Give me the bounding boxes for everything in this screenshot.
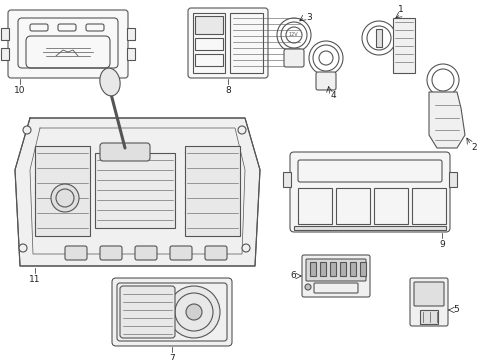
Bar xyxy=(310,262,316,276)
Ellipse shape xyxy=(100,68,120,96)
Bar xyxy=(185,146,240,236)
Circle shape xyxy=(238,126,246,134)
Bar xyxy=(283,172,291,187)
Circle shape xyxy=(242,244,250,252)
Bar xyxy=(420,310,438,324)
Bar xyxy=(350,262,356,276)
Text: 12V: 12V xyxy=(288,32,298,37)
Bar xyxy=(35,146,90,236)
FancyBboxPatch shape xyxy=(302,255,370,297)
Circle shape xyxy=(51,184,79,212)
Text: 3: 3 xyxy=(306,13,312,22)
FancyBboxPatch shape xyxy=(100,143,150,161)
FancyBboxPatch shape xyxy=(112,278,232,346)
Polygon shape xyxy=(15,118,260,266)
Bar xyxy=(412,188,446,224)
FancyBboxPatch shape xyxy=(306,259,366,281)
Text: 11: 11 xyxy=(29,275,41,284)
Bar xyxy=(298,188,332,224)
FancyBboxPatch shape xyxy=(120,286,175,338)
Text: 8: 8 xyxy=(225,86,231,95)
Text: 7: 7 xyxy=(169,354,175,360)
Text: 2: 2 xyxy=(471,144,477,153)
Bar xyxy=(195,16,223,34)
FancyBboxPatch shape xyxy=(316,72,336,90)
Bar xyxy=(374,188,408,224)
Bar xyxy=(320,262,326,276)
Circle shape xyxy=(186,304,202,320)
FancyBboxPatch shape xyxy=(290,152,450,232)
Bar xyxy=(340,262,346,276)
FancyBboxPatch shape xyxy=(100,246,122,260)
FancyBboxPatch shape xyxy=(410,278,448,326)
Bar xyxy=(193,13,225,73)
Text: 1: 1 xyxy=(398,5,404,14)
Bar xyxy=(1,28,9,40)
FancyBboxPatch shape xyxy=(188,8,268,78)
Circle shape xyxy=(305,284,311,290)
FancyBboxPatch shape xyxy=(205,246,227,260)
Text: 6: 6 xyxy=(290,271,296,280)
Bar xyxy=(127,48,135,60)
FancyBboxPatch shape xyxy=(414,282,444,306)
FancyBboxPatch shape xyxy=(284,49,304,67)
Bar xyxy=(393,18,415,73)
Bar xyxy=(230,13,263,73)
Text: 10: 10 xyxy=(14,86,26,95)
FancyBboxPatch shape xyxy=(135,246,157,260)
FancyBboxPatch shape xyxy=(8,10,128,78)
Bar xyxy=(195,54,223,66)
Bar xyxy=(449,172,457,187)
Bar xyxy=(95,153,175,228)
FancyBboxPatch shape xyxy=(170,246,192,260)
Bar xyxy=(195,38,223,50)
Bar xyxy=(360,262,366,276)
Polygon shape xyxy=(429,92,465,148)
Circle shape xyxy=(19,244,27,252)
Bar xyxy=(1,48,9,60)
Circle shape xyxy=(168,286,220,338)
Bar xyxy=(330,262,336,276)
Bar xyxy=(127,28,135,40)
Bar xyxy=(376,29,382,47)
Text: 5: 5 xyxy=(453,306,459,315)
Text: 9: 9 xyxy=(439,240,445,249)
Bar xyxy=(336,188,370,224)
Bar xyxy=(294,226,446,230)
FancyBboxPatch shape xyxy=(65,246,87,260)
Text: 4: 4 xyxy=(331,91,337,100)
Circle shape xyxy=(23,126,31,134)
